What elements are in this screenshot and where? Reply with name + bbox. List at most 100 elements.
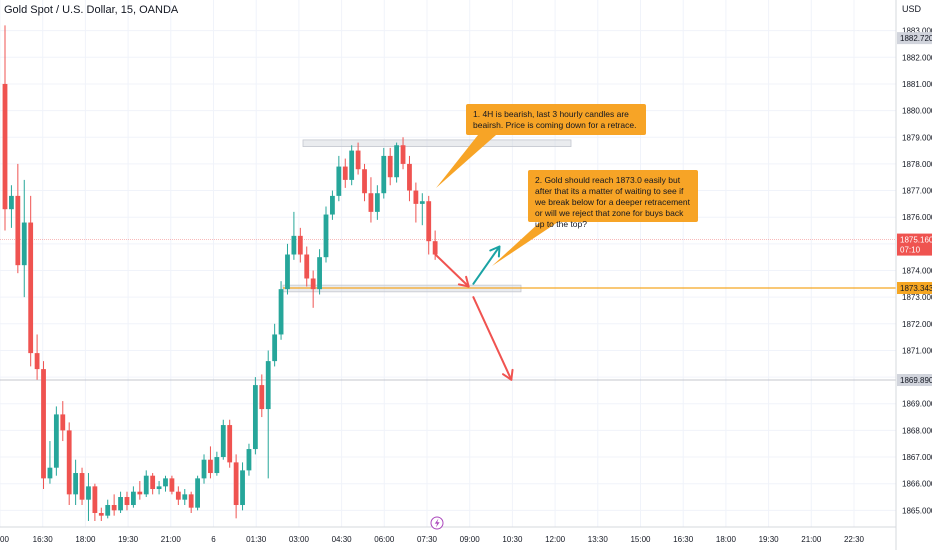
time-axis-label: 07:30 xyxy=(417,535,438,544)
red-arrow[interactable] xyxy=(434,253,470,288)
currency-label: USD xyxy=(902,4,922,14)
candle[interactable] xyxy=(131,486,136,508)
candle[interactable] xyxy=(310,270,316,308)
candle[interactable] xyxy=(349,145,355,186)
candle[interactable] xyxy=(317,249,322,295)
candle[interactable] xyxy=(233,454,239,519)
callout-pointer-1 xyxy=(436,135,496,188)
candle-body xyxy=(53,414,59,468)
candle[interactable] xyxy=(342,158,348,188)
candle[interactable] xyxy=(368,177,374,223)
candle[interactable] xyxy=(150,473,156,495)
candle[interactable] xyxy=(227,419,233,468)
candle-body xyxy=(265,361,271,410)
time-axis-label: 16:30 xyxy=(673,535,694,544)
annotation-note-1[interactable]: 1. 4H is bearish, last 3 hourly candles … xyxy=(466,104,646,135)
candle[interactable] xyxy=(240,462,245,511)
candle[interactable] xyxy=(195,475,200,511)
candles[interactable] xyxy=(2,25,438,521)
candle[interactable] xyxy=(73,459,79,506)
candle-body xyxy=(362,169,367,194)
candle[interactable] xyxy=(208,446,213,479)
price-tag-label: 1882.720 xyxy=(900,34,932,43)
candle[interactable] xyxy=(291,211,297,260)
price-axis-label: 1872.000 xyxy=(902,320,932,329)
candle[interactable] xyxy=(98,507,104,521)
candle[interactable] xyxy=(169,475,175,495)
candle[interactable] xyxy=(419,193,425,226)
candle[interactable] xyxy=(374,185,380,220)
trend-arrows xyxy=(434,245,514,381)
candle[interactable] xyxy=(9,185,14,228)
candle[interactable] xyxy=(34,334,40,380)
candle[interactable] xyxy=(265,350,271,479)
candle[interactable] xyxy=(47,441,53,484)
candle[interactable] xyxy=(413,182,419,223)
candle[interactable] xyxy=(407,155,412,202)
candle[interactable] xyxy=(163,475,168,492)
price-tag-level: 1873.343 xyxy=(897,282,932,295)
candle[interactable] xyxy=(330,190,335,220)
candle[interactable] xyxy=(272,323,278,367)
candle[interactable] xyxy=(41,361,46,490)
candle[interactable] xyxy=(156,481,162,495)
candle[interactable] xyxy=(336,155,342,202)
price-axis-label: 1867.000 xyxy=(902,453,932,462)
time-axis-label: 09:00 xyxy=(460,535,481,544)
candle[interactable] xyxy=(118,491,123,514)
candle[interactable] xyxy=(111,494,117,516)
candle[interactable] xyxy=(214,451,220,476)
candle[interactable] xyxy=(201,454,207,484)
annotation-note-2[interactable]: 2. Gold should reach 1873.0 easily but a… xyxy=(528,170,698,229)
candle[interactable] xyxy=(86,473,91,521)
candle[interactable] xyxy=(182,489,188,506)
candle[interactable] xyxy=(53,406,59,476)
candle[interactable] xyxy=(304,246,310,287)
candle[interactable] xyxy=(246,443,252,476)
lightning-icon[interactable] xyxy=(430,516,444,530)
candle[interactable] xyxy=(188,491,194,514)
price-axis-panel[interactable] xyxy=(896,0,932,550)
time-axis-label: 10:30 xyxy=(502,535,523,544)
candle-body xyxy=(426,201,432,242)
candle[interactable] xyxy=(323,206,329,263)
time-axis-label: 15:00 xyxy=(630,535,651,544)
candle[interactable] xyxy=(79,467,85,506)
candle[interactable] xyxy=(259,374,265,418)
candle[interactable] xyxy=(124,491,130,511)
candle[interactable] xyxy=(394,142,400,183)
zone-resistance[interactable] xyxy=(302,139,572,147)
candle[interactable] xyxy=(175,486,181,506)
candle-body xyxy=(259,385,265,410)
candle[interactable] xyxy=(381,147,387,199)
candle-body xyxy=(73,473,79,495)
candle[interactable] xyxy=(105,499,111,519)
candle[interactable] xyxy=(66,422,72,506)
candle[interactable] xyxy=(285,243,290,295)
candle[interactable] xyxy=(143,470,149,498)
candle-body xyxy=(330,195,335,215)
candle[interactable] xyxy=(387,147,393,186)
candle[interactable] xyxy=(28,195,34,367)
candle[interactable] xyxy=(137,481,143,500)
candle-body xyxy=(272,334,278,362)
candle[interactable] xyxy=(252,377,258,455)
teal-arrow[interactable] xyxy=(472,245,501,285)
candle[interactable] xyxy=(426,195,432,255)
red-arrow[interactable] xyxy=(472,296,514,381)
candle-body xyxy=(394,145,400,178)
candle[interactable] xyxy=(15,163,21,274)
candle[interactable] xyxy=(21,179,27,298)
candle[interactable] xyxy=(400,137,406,170)
candle[interactable] xyxy=(297,227,303,263)
candle[interactable] xyxy=(355,142,361,175)
candle[interactable] xyxy=(2,25,8,231)
candle[interactable] xyxy=(92,483,98,521)
candle-body xyxy=(98,513,104,516)
candle[interactable] xyxy=(60,401,66,442)
candle[interactable] xyxy=(220,419,226,460)
time-axis-label: 12:00 xyxy=(545,535,566,544)
candle[interactable] xyxy=(278,281,284,340)
candle[interactable] xyxy=(362,163,367,202)
